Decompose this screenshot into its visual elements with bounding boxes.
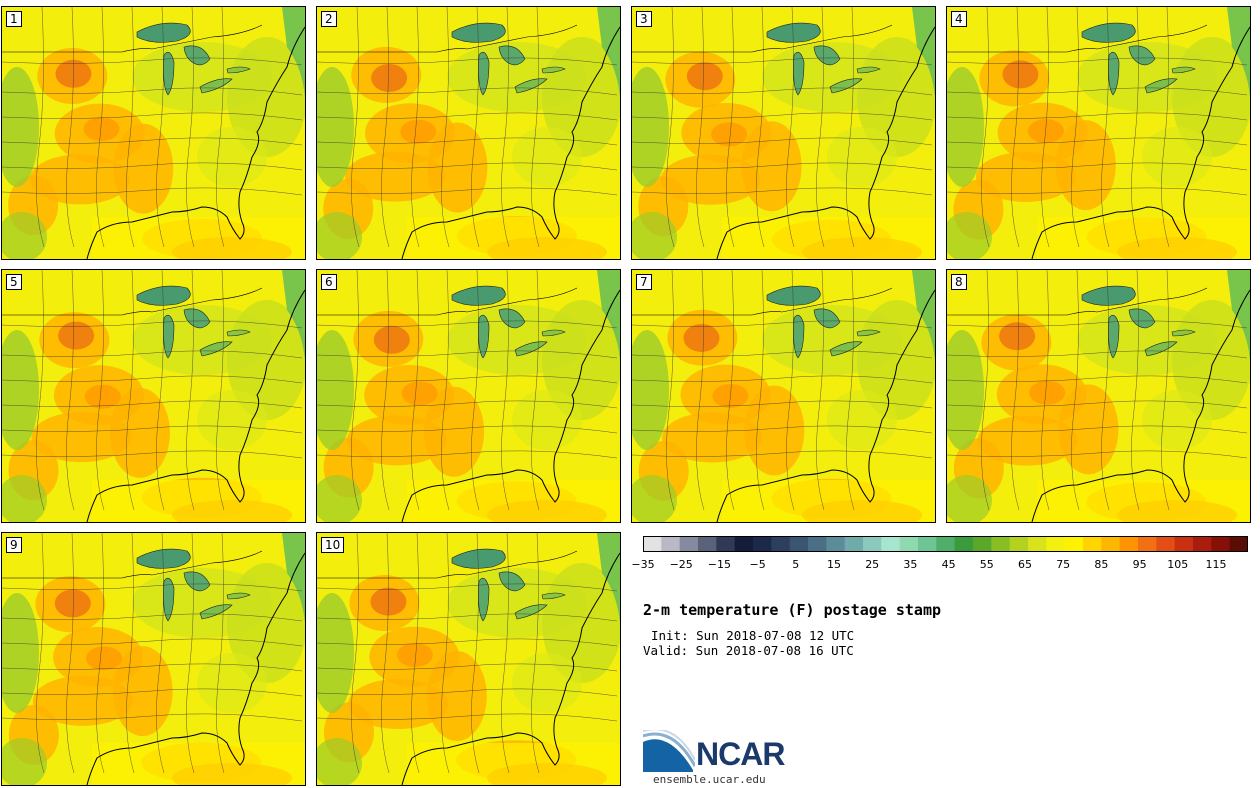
colorbar-tick-label: 115 (1205, 558, 1227, 571)
colorbar-swatch (844, 536, 864, 552)
colorbar-tick-label: −35 (631, 558, 655, 571)
colorbar-swatch (643, 536, 662, 552)
panel-label: 10 (321, 537, 345, 553)
colorbar-swatch (1009, 536, 1029, 552)
panel-label: 7 (636, 274, 652, 290)
colorbar-ticks: −35 −25 −15 −5 5 15 25 35 45 55 65 75 85 95 105 115 (631, 558, 1253, 572)
colorbar-swatch (734, 536, 754, 552)
ensemble-member-panel: 10 (316, 532, 621, 786)
colorbar-tick-label: 75 (1056, 558, 1071, 571)
ensemble-member-panel: 1 (1, 6, 306, 260)
colorbar-tick-label: 85 (1094, 558, 1109, 571)
panel-label: 2 (321, 11, 337, 27)
colorbar-swatch (1046, 536, 1066, 552)
colorbar-swatch (1064, 536, 1084, 552)
colorbar-tick-label: 5 (792, 558, 800, 571)
colorbar-swatch (991, 536, 1011, 552)
colorbar-tick-label: 65 (1018, 558, 1032, 571)
colorbar-swatch (753, 536, 772, 552)
ncar-logo: NCAR (642, 728, 803, 775)
panel-label: 8 (951, 274, 967, 290)
colorbar-swatch (1028, 536, 1047, 552)
colorbar-tick-label: 95 (1132, 558, 1147, 571)
temperature-map (632, 7, 935, 259)
temperature-map (317, 7, 620, 259)
colorbar-swatch (936, 536, 956, 552)
colorbar-swatch (771, 536, 791, 552)
temperature-map (317, 270, 620, 522)
ensemble-member-panel: 5 (1, 269, 306, 523)
logo-text: NCAR (696, 736, 785, 772)
colorbar-swatch (826, 536, 846, 552)
colorbar-tick-label: 55 (979, 558, 994, 571)
temperature-map (947, 7, 1250, 259)
colorbar-swatch (1101, 536, 1121, 552)
panel-label: 4 (951, 11, 967, 27)
colorbar-tick-label: 35 (903, 558, 918, 571)
colorbar-swatch (1193, 536, 1212, 552)
colorbar-swatch (789, 536, 809, 552)
colorbar-swatch (661, 536, 681, 552)
panel-label: 9 (6, 537, 22, 553)
panel-label: 1 (6, 11, 22, 27)
colorbar-swatch (679, 536, 699, 552)
colorbar-swatch (808, 536, 827, 552)
ncar-swoosh-icon (642, 728, 697, 772)
temperature-map (2, 270, 305, 522)
colorbar-swatch (1174, 536, 1194, 552)
ensemble-member-panel: 3 (631, 6, 936, 260)
colorbar-swatch (1229, 536, 1248, 552)
temperature-map (2, 533, 305, 785)
colorbar-swatch (1119, 536, 1139, 552)
ensemble-member-panel: 2 (316, 6, 621, 260)
colorbar-tick-label: 15 (827, 558, 841, 571)
temperature-map (2, 7, 305, 259)
temperature-map (947, 270, 1250, 522)
panel-label: 6 (321, 274, 337, 290)
panel-label: 3 (636, 11, 652, 27)
colorbar-swatch (954, 536, 974, 552)
colorbar-tick-label: 45 (941, 558, 956, 571)
colorbar-swatch (973, 536, 992, 552)
colorbar-swatch (1138, 536, 1157, 552)
temperature-colorbar (643, 536, 1248, 552)
temperature-map (632, 270, 935, 522)
colorbar-swatch (1083, 536, 1102, 552)
colorbar-swatch (1211, 536, 1231, 552)
ensemble-member-panel: 9 (1, 532, 306, 786)
panel-label: 5 (6, 274, 22, 290)
colorbar-swatch (863, 536, 882, 552)
colorbar-tick-label: −5 (749, 558, 766, 571)
temperature-map (317, 533, 620, 785)
ensemble-member-panel: 8 (946, 269, 1251, 523)
ensemble-member-panel: 7 (631, 269, 936, 523)
ensemble-member-panel: 6 (316, 269, 621, 523)
init-time: Init: Sun 2018-07-08 12 UTC (651, 628, 855, 643)
colorbar-swatch (716, 536, 736, 552)
ensemble-member-panel: 4 (946, 6, 1251, 260)
colorbar-tick-label: 105 (1167, 558, 1189, 571)
colorbar-swatch (918, 536, 937, 552)
colorbar-swatch (881, 536, 901, 552)
logo-url: ensemble.ucar.edu (653, 773, 766, 786)
valid-time: Valid: Sun 2018-07-08 16 UTC (643, 643, 854, 658)
colorbar-tick-label: 25 (865, 558, 880, 571)
colorbar-swatch (899, 536, 919, 552)
colorbar-tick-label: −25 (669, 558, 693, 571)
colorbar-tick-label: −15 (707, 558, 731, 571)
plot-title: 2-m temperature (F) postage stamp (643, 601, 942, 619)
colorbar-swatch (698, 536, 717, 552)
colorbar-swatch (1156, 536, 1176, 552)
